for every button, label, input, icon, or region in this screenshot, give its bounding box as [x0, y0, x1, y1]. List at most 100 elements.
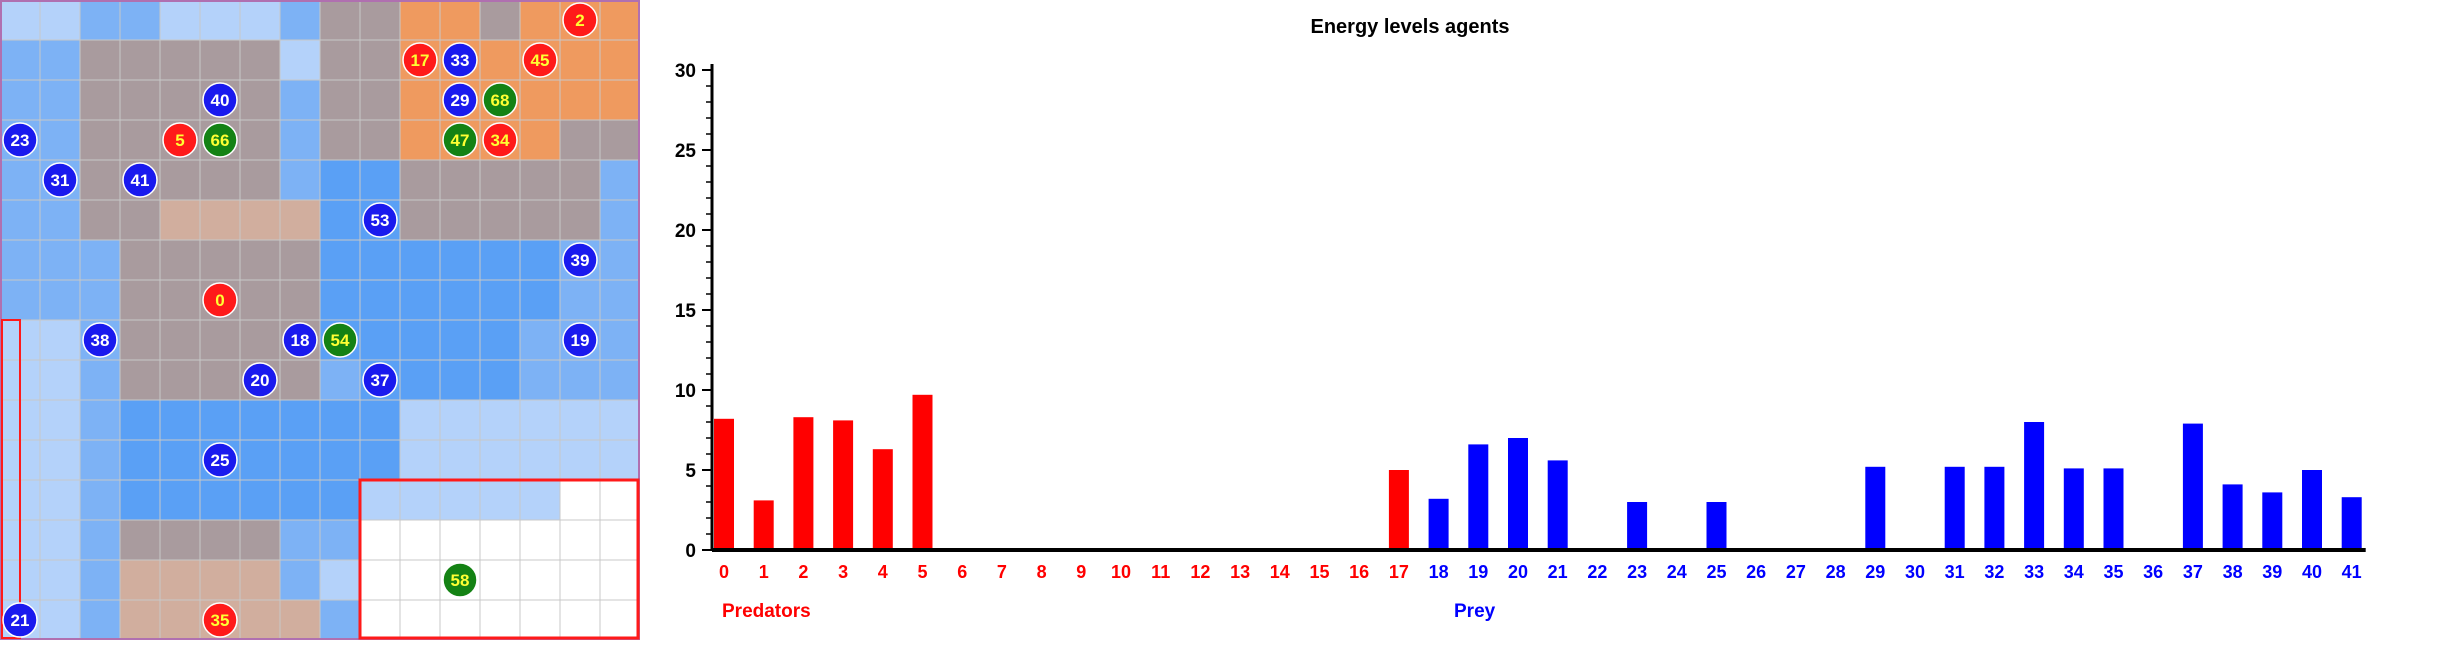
- grid-cell: [359, 319, 401, 361]
- grid-cell: [599, 279, 641, 321]
- grid-cell: [159, 319, 201, 361]
- grid-cell: [79, 399, 121, 441]
- x-tick-label: 41: [2342, 562, 2362, 582]
- grid-cell: [559, 39, 601, 81]
- x-tick-label: 14: [1270, 562, 1290, 582]
- grid-cell: [279, 79, 321, 121]
- x-axis-labels: 0 1 2 3 4 5 6 7 8 9 10 11 12 13 14 15 16 17 18 19 20 21 22 23 24…: [719, 562, 2362, 582]
- x-tick-label: 21: [1548, 562, 1568, 582]
- x-tick-label: 24: [1667, 562, 1687, 582]
- x-tick-label: 4: [878, 562, 888, 582]
- predator-agent: 5: [162, 122, 198, 158]
- predator-agent: 45: [522, 42, 558, 78]
- grid-cell: [39, 0, 81, 41]
- x-tick-label: 26: [1746, 562, 1766, 582]
- agent-id-label: 33: [451, 51, 470, 70]
- grid-cell: [159, 559, 201, 601]
- agent-id-label: 20: [251, 371, 270, 390]
- grid-cell: [279, 119, 321, 161]
- bar: [2182, 423, 2203, 550]
- agent-id-label: 29: [451, 91, 470, 110]
- grid-cell: [359, 119, 401, 161]
- prey-agent: 40: [202, 82, 238, 118]
- grid-cell: [199, 319, 241, 361]
- prey-agent-marker: [202, 82, 238, 118]
- x-tick-label: 37: [2183, 562, 2203, 582]
- grid-cell: [199, 479, 241, 521]
- x-tick-label: 38: [2223, 562, 2243, 582]
- grid-cell: [559, 199, 601, 241]
- bar: [1388, 470, 1409, 550]
- x-tick-label: 32: [1984, 562, 2004, 582]
- grid-cell: [519, 439, 561, 481]
- grid-cell: [279, 159, 321, 201]
- prey-agent: 23: [2, 122, 38, 158]
- prey-agent: 18: [282, 322, 318, 358]
- x-tick-label: 20: [1508, 562, 1528, 582]
- grid-cell: [359, 439, 401, 481]
- grid-cell: [39, 479, 81, 521]
- grid-cell: [519, 159, 561, 201]
- grid-cell: [239, 119, 281, 161]
- grid-cell: [199, 239, 241, 281]
- grid-cell: [319, 119, 361, 161]
- grid-cell: [479, 199, 521, 241]
- agent-id-label: 34: [491, 131, 510, 150]
- grid-cell: [399, 559, 441, 601]
- prey-agent-marker: [442, 82, 478, 118]
- x-tick-label: 31: [1945, 562, 1965, 582]
- grid-cell: [479, 519, 521, 561]
- grid-cell: [599, 399, 641, 441]
- grid-cell: [239, 0, 281, 41]
- grid-cell: [199, 199, 241, 241]
- grid-cell: [319, 559, 361, 601]
- prey-agent: 25: [202, 442, 238, 478]
- prey-agent: 29: [442, 82, 478, 118]
- grid-cell: [79, 559, 121, 601]
- grid-cell: [39, 559, 81, 601]
- grid-cell: [599, 119, 641, 161]
- grid-cell: [559, 519, 601, 561]
- y-tick-label: 20: [675, 221, 696, 242]
- grid-cell: [39, 279, 81, 321]
- prey-agent-marker: [122, 162, 158, 198]
- bars: [712, 394, 2366, 552]
- region-outline: [358, 478, 640, 640]
- grid-cell: [119, 439, 161, 481]
- plant-agent-marker: [482, 82, 518, 118]
- grid-cell: [119, 39, 161, 81]
- grid-cell: [239, 279, 281, 321]
- grid-cell: [519, 399, 561, 441]
- prey-agent: 39: [562, 242, 598, 278]
- plant-agent: 47: [442, 122, 478, 158]
- grid-cell: [119, 359, 161, 401]
- x-tick-label: 23: [1627, 562, 1647, 582]
- grid-cell: [199, 39, 241, 81]
- grid-cell: [519, 599, 561, 641]
- grid-cell: [119, 399, 161, 441]
- grid-cell: [199, 399, 241, 441]
- y-tick-label: 15: [675, 301, 697, 322]
- grid-cell: [319, 519, 361, 561]
- grid-cell: [439, 279, 481, 321]
- predators-group-label: Predators: [722, 601, 811, 622]
- plant-agent-marker: [442, 122, 478, 158]
- x-tick-label: 34: [2064, 562, 2084, 582]
- grid-cell: [559, 399, 601, 441]
- grid-cell: [319, 399, 361, 441]
- grid-cell: [359, 599, 401, 641]
- predator-agent: 34: [482, 122, 518, 158]
- prey-group-label: Prey: [1454, 601, 1496, 622]
- grid-cell: [399, 479, 441, 521]
- grid-cell: [239, 239, 281, 281]
- grid-cell: [519, 479, 561, 521]
- grid-cell: [279, 479, 321, 521]
- agent-id-label: 31: [51, 171, 70, 190]
- prey-agent-marker: [2, 602, 38, 638]
- prey-agent-marker: [362, 362, 398, 398]
- grid-cell: [159, 279, 201, 321]
- prey-agent: 20: [242, 362, 278, 398]
- grid-cell: [0, 279, 41, 321]
